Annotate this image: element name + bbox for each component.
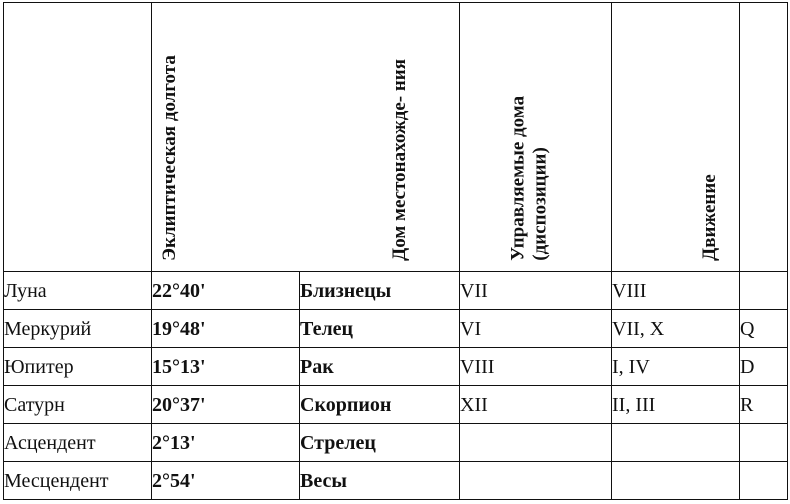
cell-sign: Стрелец bbox=[300, 424, 460, 462]
header-ecliptic-longitude: Эклиптическая долгота bbox=[152, 3, 460, 272]
cell-ruled: I, IV bbox=[612, 348, 740, 386]
cell-name: Луна bbox=[4, 272, 152, 310]
cell-deg: 22°40' bbox=[152, 272, 300, 310]
header-ecliptic-longitude-line1: Эклиптическая долгота bbox=[159, 55, 180, 261]
cell-ruled: II, III bbox=[612, 386, 740, 424]
cell-house: VI bbox=[460, 310, 612, 348]
cell-sign: Весы bbox=[300, 462, 460, 500]
cell-ruled bbox=[612, 462, 740, 500]
cell-sign: Близнецы bbox=[300, 272, 460, 310]
cell-house bbox=[460, 462, 612, 500]
header-name bbox=[4, 3, 152, 272]
cell-motion bbox=[740, 424, 788, 462]
cell-ruled: VII, X bbox=[612, 310, 740, 348]
cell-name: Меркурий bbox=[4, 310, 152, 348]
table-row: Месцендент 2°54' Весы bbox=[4, 462, 788, 500]
table-header-row: Эклиптическая долгота Дом местонахожде- … bbox=[4, 3, 788, 272]
cell-name: Сатурн bbox=[4, 386, 152, 424]
cell-house: VII bbox=[460, 272, 612, 310]
header-house-location-text: Дом местонахожде- ния bbox=[389, 59, 410, 261]
cell-motion: Q bbox=[740, 310, 788, 348]
header-ruled-houses-text: Управляемые дома (диспозиции) bbox=[507, 96, 550, 261]
cell-motion bbox=[740, 462, 788, 500]
cell-house: VIII bbox=[460, 348, 612, 386]
cell-deg: 20°37' bbox=[152, 386, 300, 424]
cell-sign: Рак bbox=[300, 348, 460, 386]
cell-deg: 2°54' bbox=[152, 462, 300, 500]
cell-deg: 15°13' bbox=[152, 348, 300, 386]
cell-motion bbox=[740, 272, 788, 310]
cell-sign: Скорпион bbox=[300, 386, 460, 424]
cell-deg: 2°13' bbox=[152, 424, 300, 462]
cell-deg: 19°48' bbox=[152, 310, 300, 348]
cell-motion: R bbox=[740, 386, 788, 424]
table-row: Луна 22°40' Близнецы VII VIII bbox=[4, 272, 788, 310]
cell-house bbox=[460, 424, 612, 462]
table-row: Сатурн 20°37' Скорпион XII II, III R bbox=[4, 386, 788, 424]
cell-ruled: VIII bbox=[612, 272, 740, 310]
table-row: Юпитер 15°13' Рак VIII I, IV D bbox=[4, 348, 788, 386]
cell-name: Асцендент bbox=[4, 424, 152, 462]
cell-motion: D bbox=[740, 348, 788, 386]
cell-name: Месцендент bbox=[4, 462, 152, 500]
cell-ruled bbox=[612, 424, 740, 462]
cell-sign: Телец bbox=[300, 310, 460, 348]
cell-house: XII bbox=[460, 386, 612, 424]
table-row: Асцендент 2°13' Стрелец bbox=[4, 424, 788, 462]
table-row: Меркурий 19°48' Телец VI VII, X Q bbox=[4, 310, 788, 348]
header-motion: Движение bbox=[740, 3, 788, 272]
cell-name: Юпитер bbox=[4, 348, 152, 386]
astro-table: Эклиптическая долгота Дом местонахожде- … bbox=[3, 2, 788, 500]
header-motion-text: Движение bbox=[698, 174, 719, 261]
